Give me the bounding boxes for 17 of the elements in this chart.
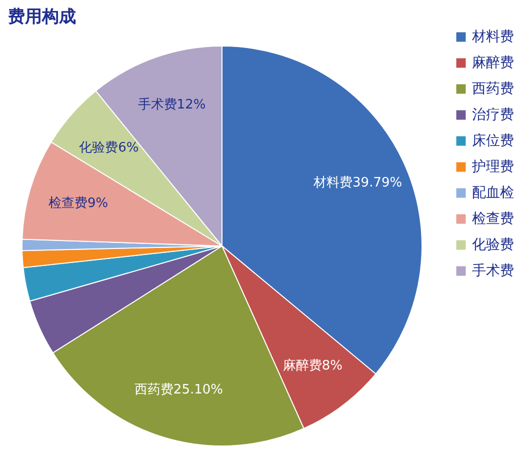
data-label: 手术费12%: [138, 98, 206, 113]
legend-label: 床位费: [472, 133, 514, 149]
data-label: 麻醉费8%: [282, 358, 342, 374]
data-label: 化验费6%: [79, 140, 139, 156]
legend-label: 西药费: [472, 81, 514, 97]
data-label: 检查费9%: [48, 196, 108, 212]
legend-label: 配血检: [472, 185, 514, 201]
legend-label: 麻醉费: [472, 55, 514, 71]
data-label: 西药费25.10%: [134, 382, 223, 398]
legend-label: 护理费: [471, 159, 514, 175]
chart-title: 费用构成: [7, 7, 76, 27]
legend-label: 材料费: [471, 29, 514, 45]
data-label: 材料费39.79%: [312, 175, 402, 190]
legend-label: 治疗费: [472, 107, 514, 123]
legend-label: 化验费: [472, 237, 514, 253]
legend-label: 手术费: [472, 263, 514, 279]
legend-label: 检查费: [472, 211, 514, 227]
